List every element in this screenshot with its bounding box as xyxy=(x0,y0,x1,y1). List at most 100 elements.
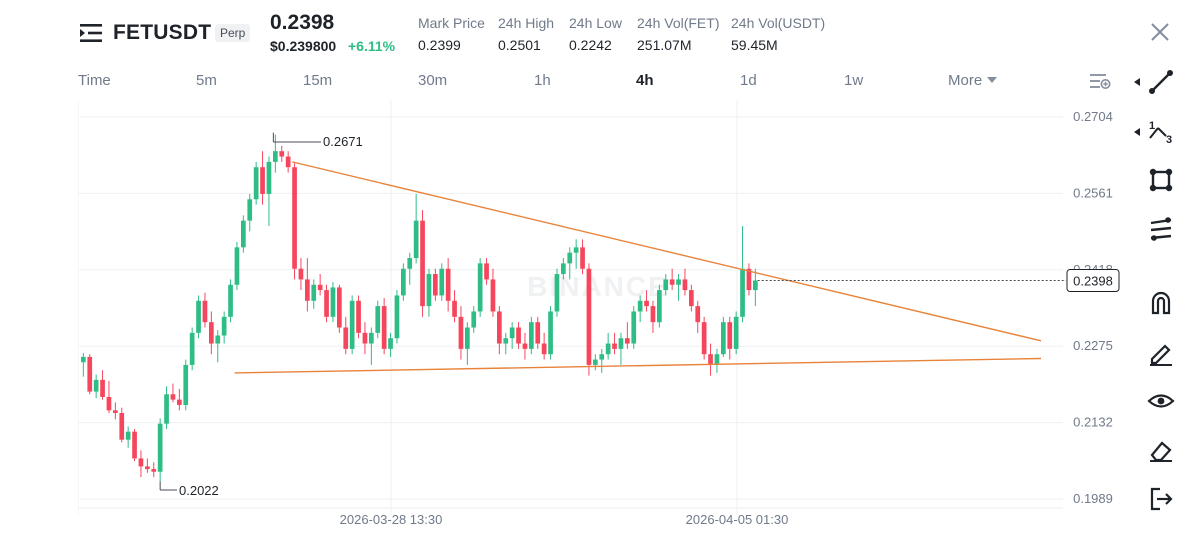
candle-body xyxy=(298,268,304,280)
candle-body xyxy=(733,316,739,349)
candle-body xyxy=(394,295,400,339)
candle-body xyxy=(132,431,137,459)
stat-24h-vol-usdt: 24h Vol(USDT) 59.45M xyxy=(731,15,825,53)
stat-24h-vol-fet: 24h Vol(FET) 251.07M xyxy=(637,15,719,53)
candle-body xyxy=(657,290,662,323)
candle-body xyxy=(311,284,317,301)
tab-5m[interactable]: 5m xyxy=(196,72,217,89)
candle-body xyxy=(337,287,342,328)
x-axis: 2026-03-28 13:30 2026-04-05 01:30 xyxy=(340,512,789,527)
candle-body xyxy=(663,279,669,291)
candle-body xyxy=(669,279,675,285)
candle-body xyxy=(305,279,310,301)
channel-tool-icon[interactable] xyxy=(1146,214,1176,244)
candle-body xyxy=(93,379,99,392)
candle-body xyxy=(189,332,195,365)
pencil-icon[interactable] xyxy=(1146,337,1176,367)
candle-body xyxy=(292,167,297,269)
tab-time[interactable]: Time xyxy=(78,72,111,89)
exit-icon[interactable] xyxy=(1146,484,1176,514)
candle-body xyxy=(477,263,483,312)
symbol-title[interactable]: FETUSDT xyxy=(113,21,212,44)
candle-body xyxy=(516,327,521,344)
high-marker-label: 0.2671 xyxy=(323,134,363,149)
menu-icon[interactable] xyxy=(80,22,104,44)
candlestick-chart[interactable]: BINANCE 0.27040.25610.24180.22750.21320.… xyxy=(78,100,1123,530)
tab-1w[interactable]: 1w xyxy=(844,72,864,89)
tab-4h[interactable]: 4h xyxy=(636,72,654,89)
caret-left-icon[interactable] xyxy=(1134,128,1140,136)
current-price-badge xyxy=(1066,268,1120,292)
candle-body xyxy=(650,306,656,323)
tab-15m[interactable]: 15m xyxy=(303,72,333,89)
candle-body xyxy=(714,354,720,365)
tab-1d[interactable]: 1d xyxy=(740,72,757,89)
candle-body xyxy=(106,396,112,411)
candle-body xyxy=(522,343,528,349)
x-tick-label: 2026-04-05 01:30 xyxy=(686,512,789,527)
candle-body xyxy=(241,220,246,248)
trendline xyxy=(292,161,1042,342)
watermark-text: BINANCE xyxy=(527,271,669,302)
candle-body xyxy=(689,290,694,307)
candle-body xyxy=(631,311,637,344)
chevron-down-icon xyxy=(987,77,998,83)
candle-body xyxy=(356,300,361,333)
candle-body xyxy=(330,287,336,317)
candle-body xyxy=(593,359,598,365)
candle-body xyxy=(746,268,752,291)
stat-value: 59.45M xyxy=(731,37,778,53)
indicator-settings-icon[interactable] xyxy=(1089,72,1111,90)
candle-body xyxy=(369,332,374,344)
candle-body xyxy=(324,290,329,317)
candle-body xyxy=(573,247,579,253)
tab-30m[interactable]: 30m xyxy=(418,72,448,89)
candle-body xyxy=(753,280,758,291)
candle-body xyxy=(721,322,726,355)
timeframe-bar: Time 5m 15m 30m 1h 4h 1d 1w More xyxy=(0,62,1120,98)
stat-label: 24h High xyxy=(498,15,555,31)
candle-body xyxy=(554,274,560,312)
candle-body xyxy=(234,247,240,285)
candle-body xyxy=(541,343,547,355)
candle-body xyxy=(695,306,701,323)
candle-body xyxy=(362,332,368,344)
candle-body xyxy=(343,327,349,349)
eye-icon[interactable] xyxy=(1146,386,1176,416)
eraser-icon[interactable] xyxy=(1146,435,1176,465)
candle-body xyxy=(388,338,393,349)
stat-24h-low: 24h Low 0.2242 xyxy=(569,15,622,53)
caret-left-icon[interactable] xyxy=(1134,78,1140,86)
magnet-icon[interactable] xyxy=(1146,288,1176,318)
contract-type-badge: Perp xyxy=(215,24,251,42)
shape-tool-icon[interactable] xyxy=(1146,165,1176,195)
candle-body xyxy=(215,335,221,344)
candle-body xyxy=(612,343,617,349)
candle-body xyxy=(100,379,105,397)
more-dropdown[interactable]: More xyxy=(948,72,998,89)
y-tick-label: 0.2704 xyxy=(1073,109,1113,124)
y-tick-label: 0.1989 xyxy=(1073,491,1113,506)
y-tick-label: 0.2561 xyxy=(1073,185,1113,200)
tab-1h[interactable]: 1h xyxy=(534,72,551,89)
candle-body xyxy=(164,394,169,424)
candle-body xyxy=(119,412,125,440)
close-icon[interactable] xyxy=(1149,21,1171,43)
candle-body xyxy=(113,410,118,413)
candle-body xyxy=(637,300,643,312)
candle-body xyxy=(170,394,176,400)
chart-grid xyxy=(78,100,1063,515)
svg-text:3: 3 xyxy=(1166,134,1172,146)
candle-body xyxy=(676,279,681,285)
candle-body xyxy=(125,431,131,440)
candle-body xyxy=(561,263,566,275)
chart-canvas[interactable]: BINANCE 0.27040.25610.24180.22750.21320.… xyxy=(78,100,1123,530)
candle-body xyxy=(701,322,707,355)
usd-price: $0.239800 xyxy=(270,38,337,54)
candle-body xyxy=(529,322,534,349)
line-tool-icon[interactable] xyxy=(1146,67,1176,97)
candle-body xyxy=(586,268,592,365)
candle-body xyxy=(209,322,214,344)
candle-body xyxy=(177,399,182,405)
